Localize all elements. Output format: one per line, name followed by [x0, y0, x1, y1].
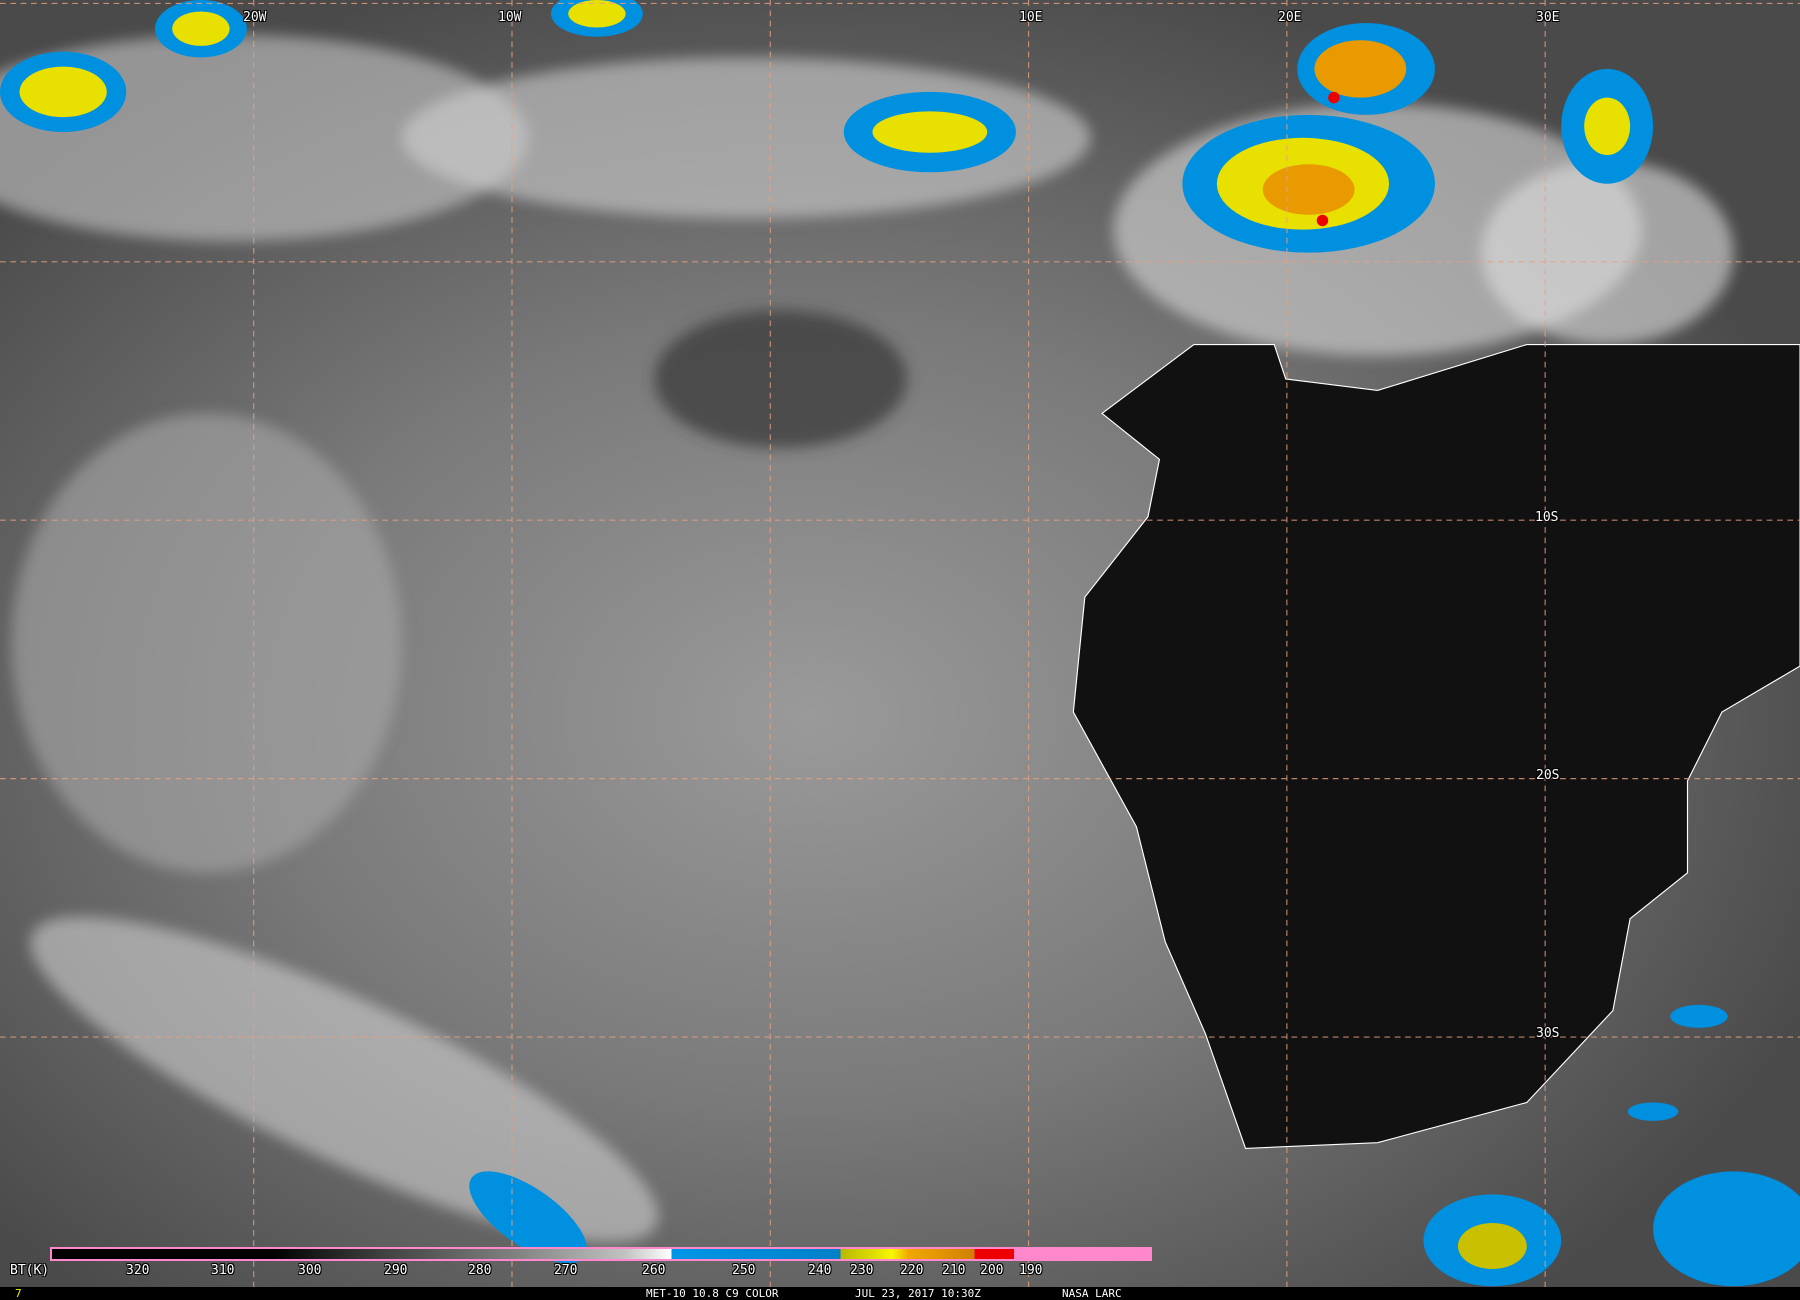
product-name: MET-10 10.8 C9 COLOR	[646, 1287, 779, 1300]
longitude-label: 10W	[498, 10, 522, 25]
image-datetime: JUL 23, 2017 10:30Z	[855, 1287, 981, 1300]
colorbar-tick: 250	[732, 1263, 756, 1278]
colorbar-tick: 200	[980, 1263, 1004, 1278]
latitude-label: 20S	[1536, 768, 1560, 783]
latitude-label: 30S	[1536, 1026, 1560, 1041]
colorbar-tick: 210	[942, 1263, 966, 1278]
colorbar-tick: 290	[384, 1263, 408, 1278]
longitude-label: 20E	[1278, 10, 1302, 25]
colorbar-tick: 310	[211, 1263, 235, 1278]
longitude-label: 30E	[1536, 10, 1560, 25]
brightness-temperature-colorbar	[50, 1247, 1152, 1261]
colorbar-tick: 280	[468, 1263, 492, 1278]
colorbar-tick: 260	[642, 1263, 666, 1278]
colorbar-tick: 230	[850, 1263, 874, 1278]
colorbar-tick: 190	[1019, 1263, 1043, 1278]
longitude-label: 20W	[243, 10, 267, 25]
frame-number: 7	[15, 1287, 22, 1300]
credit: NASA LARC	[1062, 1287, 1122, 1300]
colorbar-tick: 240	[808, 1263, 832, 1278]
colorbar-tick: 220	[900, 1263, 924, 1278]
latitude-label: 10S	[1535, 510, 1559, 525]
colorbar-tick: 320	[126, 1263, 150, 1278]
colorbar-tick: 300	[298, 1263, 322, 1278]
longitude-label: 10E	[1019, 10, 1043, 25]
colorbar-tick: 270	[554, 1263, 578, 1278]
africa-landmass	[1072, 343, 1800, 1150]
colorbar-label: BT(K)	[10, 1263, 50, 1278]
footer-bar: 7 MET-10 10.8 C9 COLOR JUL 23, 2017 10:3…	[0, 1287, 1800, 1300]
